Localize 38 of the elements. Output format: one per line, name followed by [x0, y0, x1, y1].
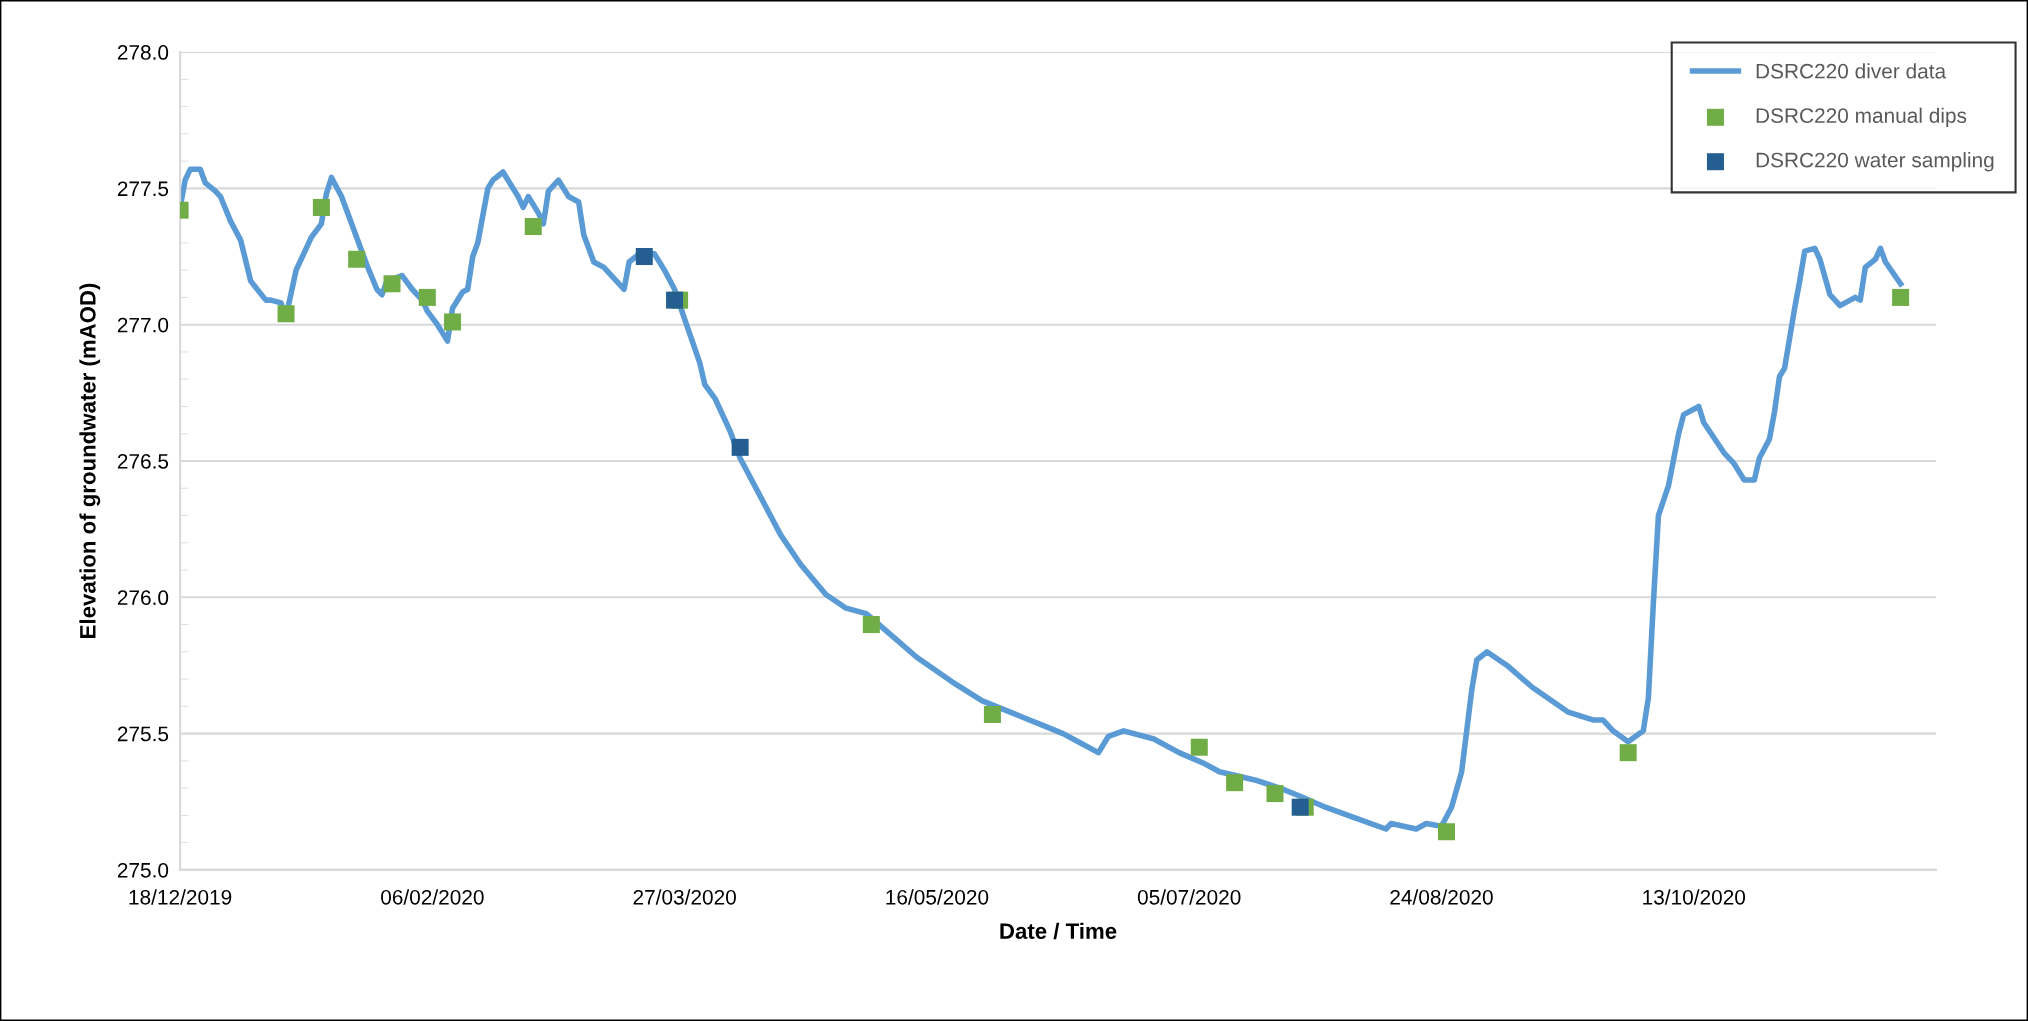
point [383, 275, 401, 293]
x-tick-label: 24/08/2020 [1390, 889, 1493, 905]
x-tick-label: 06/02/2020 [381, 889, 484, 905]
point [1892, 288, 1910, 306]
point [1226, 774, 1244, 792]
y-tick-label: 275.0 [117, 862, 169, 878]
point [1619, 744, 1637, 762]
x-tick-label: 13/10/2020 [1643, 889, 1746, 905]
point [418, 288, 436, 306]
point [731, 438, 749, 456]
point [524, 218, 542, 236]
x-tick-label: 18/12/2019 [129, 889, 232, 905]
legend-label: DSRC220 water sampling [1756, 152, 1994, 172]
legend-label: DSRC220 manual dips [1756, 107, 1967, 128]
point [312, 198, 330, 216]
x-tick-label: 27/03/2020 [633, 889, 736, 905]
y-tick-label: 276.5 [117, 453, 169, 469]
point [1266, 785, 1284, 803]
point [635, 248, 653, 266]
point [983, 706, 1001, 724]
point [666, 291, 684, 309]
x-tick-label: 16/05/2020 [886, 889, 989, 905]
point [277, 305, 295, 323]
point [1291, 798, 1309, 816]
y-tick-label: 275.5 [117, 726, 169, 742]
legend-label: DSRC220 diver data [1756, 63, 1947, 79]
y-axis-title: Elevation of groundwater (mAOD) [79, 283, 101, 638]
y-tick-label: 276.0 [117, 590, 169, 606]
x-axis-title: Date / Time [1000, 922, 1117, 940]
point [862, 616, 880, 634]
point [1438, 823, 1456, 841]
point [444, 313, 462, 331]
point [348, 250, 366, 268]
x-tick-label: 05/07/2020 [1137, 889, 1241, 905]
y-tick-label: 277.5 [117, 181, 169, 197]
y-tick-label: 278.0 [117, 45, 169, 60]
y-tick-label: 277.0 [117, 317, 169, 333]
point [1190, 738, 1208, 756]
